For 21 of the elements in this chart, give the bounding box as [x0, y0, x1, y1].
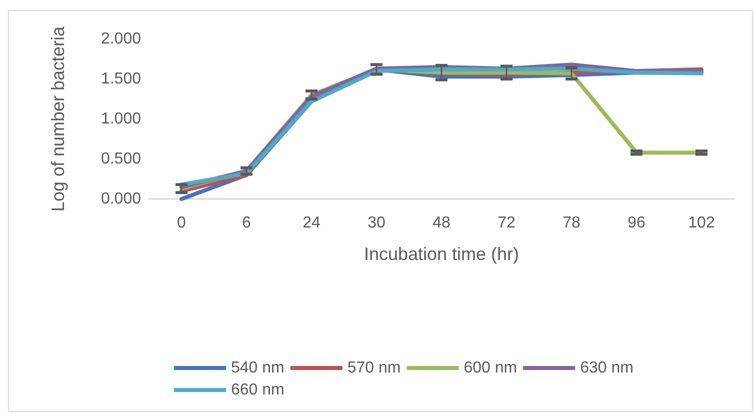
x-tick-label: 0 [177, 214, 186, 232]
x-tick-label: 6 [242, 214, 252, 232]
y-tick-label: 2.000 [100, 30, 142, 48]
legend-label: 660 nm [231, 382, 284, 398]
legend-label: 600 nm [464, 360, 518, 376]
y-tick-label: 1.000 [100, 110, 142, 128]
y-axis-title: Log of number bacteria [48, 25, 68, 212]
x-tick-label: 30 [368, 214, 386, 232]
x-tick-label: 48 [432, 214, 450, 232]
legend-label: 630 nm [580, 360, 634, 376]
x-tick-label: 102 [688, 214, 715, 232]
x-tick-label: 24 [302, 214, 320, 232]
legend-label: 570 nm [347, 360, 401, 376]
x-tick-label: 72 [498, 214, 516, 232]
legend-label: 540 nm [231, 360, 284, 376]
x-tick-label: 78 [562, 214, 580, 232]
x-axis-title: Incubation time (hr) [364, 244, 520, 264]
y-tick-label: 0.000 [100, 190, 142, 208]
y-tick-label: 1.500 [100, 70, 142, 88]
y-tick-label: 0.500 [100, 150, 142, 168]
x-tick-label: 96 [628, 214, 646, 232]
